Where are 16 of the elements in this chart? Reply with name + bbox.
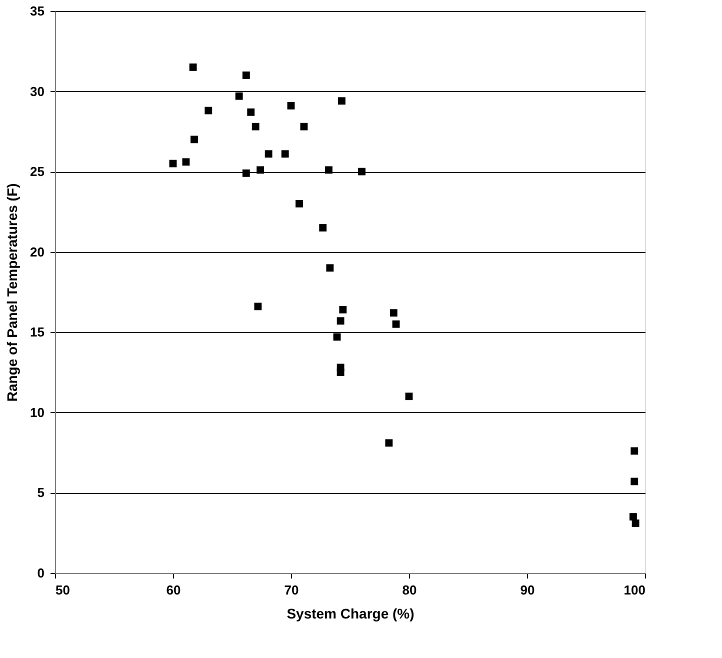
y-tick-label: 15	[30, 324, 44, 340]
x-tick-label: 50	[56, 582, 70, 598]
y-tick-label: 20	[30, 244, 44, 260]
x-tick-label: 90	[520, 582, 535, 598]
y-axis-title: Range of Panel Temperatures (F)	[4, 183, 20, 402]
y-tick-label: 10	[30, 404, 44, 420]
x-tick-label: 100	[624, 582, 646, 598]
y-tick-label: 35	[30, 4, 44, 18]
y-tick-label: 5	[37, 485, 44, 500]
x-tick-label: 80	[402, 582, 417, 598]
y-tick-label: 0	[37, 566, 44, 580]
x-axis-title: System Charge (%)	[286, 606, 414, 622]
x-tick-label: 70	[284, 582, 299, 598]
y-tick-label: 25	[30, 164, 44, 180]
x-tick-label: 60	[166, 582, 181, 598]
y-tick-label: 30	[30, 84, 44, 99]
